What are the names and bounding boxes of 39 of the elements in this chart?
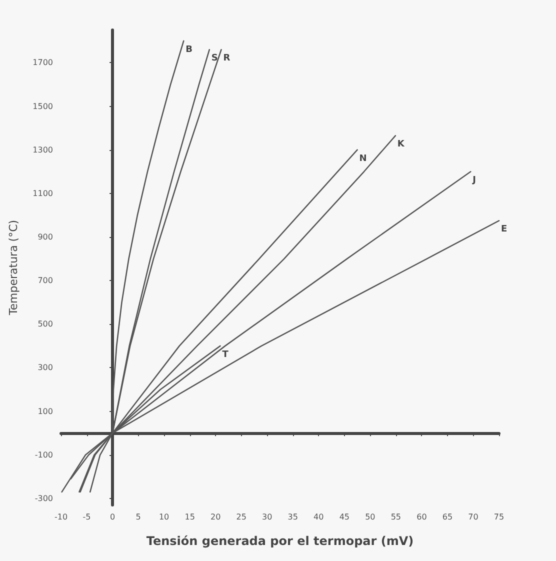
x-tick-label: 15 xyxy=(184,512,195,522)
x-tick-label: 70 xyxy=(468,512,478,522)
x-tick-label: 60 xyxy=(416,512,427,522)
x-tick-label: 65 xyxy=(442,512,453,522)
x-tick-label: 25 xyxy=(236,512,246,522)
x-tick-label: 40 xyxy=(314,512,324,522)
x-tick-label: 5 xyxy=(136,512,141,522)
y-tick-label: -100 xyxy=(34,450,53,460)
x-tick-label: -5 xyxy=(82,512,91,522)
series-label: J xyxy=(472,176,476,186)
x-tick-label: 20 xyxy=(210,512,221,522)
y-tick-label: 900 xyxy=(38,232,53,242)
series-label: T xyxy=(222,350,230,360)
x-tick-label: 55 xyxy=(390,512,402,522)
series-label: K xyxy=(397,140,406,150)
y-tick-label: 1300 xyxy=(32,145,53,154)
y-tick-label: -300 xyxy=(34,494,53,503)
y-axis-title: Temperatura (°C) xyxy=(7,220,20,316)
series-label: B xyxy=(186,44,193,55)
series-label: S xyxy=(211,54,218,64)
y-tick-label: 700 xyxy=(38,276,53,286)
x-tick-label: 30 xyxy=(262,512,272,522)
x-axis-title: Tensión generada por el termopar (mV) xyxy=(146,534,414,548)
y-tick-label: 500 xyxy=(38,320,53,329)
series-label: R xyxy=(223,54,230,64)
x-tick-label: 45 xyxy=(339,512,350,522)
x-tick-label: -10 xyxy=(54,512,68,522)
y-tick-label: 1100 xyxy=(32,188,53,198)
series-label: E xyxy=(501,224,508,235)
x-tick-label: 50 xyxy=(365,512,376,522)
x-tick-label: 75 xyxy=(494,512,504,522)
x-tick-label: 10 xyxy=(158,512,170,522)
x-tick-label: 35 xyxy=(288,512,298,522)
x-tick-label: 0 xyxy=(110,512,116,522)
y-tick-label: 1700 xyxy=(32,58,53,68)
y-tick-label: 100 xyxy=(38,406,53,416)
y-tick-label: 300 xyxy=(38,363,53,372)
series-label: N xyxy=(359,154,367,164)
y-tick-label: 1500 xyxy=(32,102,53,111)
